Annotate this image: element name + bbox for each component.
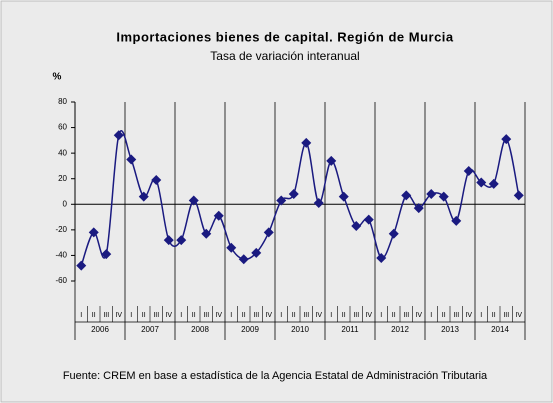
x-tick-label: II [242,312,246,319]
data-point [451,215,462,226]
data-point [426,189,437,200]
data-point [463,166,474,177]
data-point [388,228,399,239]
data-point [263,227,274,238]
data-point [251,247,262,258]
x-tick-label: I [430,312,432,319]
data-point [513,190,524,201]
x-tick-label: III [303,312,309,319]
x-tick-label: I [130,312,132,319]
x-tick-label: III [403,312,409,319]
data-point [163,235,174,246]
x-tick-label: II [292,312,296,319]
data-point [188,195,199,206]
x-tick-label: III [353,312,359,319]
y-tick-label: 20 [58,174,67,183]
x-tick-label: I [280,312,282,319]
chart-title: Importaciones bienes de capital. Región … [116,29,454,44]
x-tick-label: IV [165,312,172,319]
data-point [213,210,224,221]
x-tick-label: IV [265,312,272,319]
y-tick-label: -20 [55,225,67,234]
data-point [113,130,124,141]
data-point [413,203,424,214]
data-point [226,242,237,253]
x-tick-label: III [153,312,159,319]
x-tick-label: IV [465,312,472,319]
year-label: 2012 [391,325,409,334]
data-point [488,178,499,189]
year-label: 2009 [241,325,259,334]
data-point [151,174,162,185]
y-tick-label: 0 [63,199,68,208]
data-point [351,221,362,232]
data-point [101,249,112,260]
x-tick-label: IV [365,312,372,319]
data-point [301,137,312,148]
x-tick-label: IV [215,312,222,319]
year-label: 2006 [91,325,109,334]
x-tick-label: I [230,312,232,319]
x-tick-label: III [503,312,509,319]
year-label: 2007 [141,325,159,334]
data-point [476,177,487,188]
x-tick-label: II [142,312,146,319]
x-tick-label: II [342,312,346,319]
data-point [288,189,299,200]
x-tick-label: II [92,312,96,319]
year-label: 2011 [341,325,359,334]
x-tick-label: II [392,312,396,319]
x-tick-label: IV [515,312,522,319]
x-tick-label: I [480,312,482,319]
chart-subtitle: Tasa de variación interanual [210,49,359,63]
data-point [238,254,249,265]
x-tick-label: I [330,312,332,319]
data-point [276,195,287,206]
data-point [138,191,149,202]
y-tick-label: -60 [55,276,67,285]
x-tick-label: III [203,312,209,319]
y-axis-label: % [53,72,62,83]
x-tick-label: I [380,312,382,319]
x-tick-label: IV [415,312,422,319]
y-tick-label: -40 [55,251,67,260]
data-point [363,214,374,225]
data-point [126,154,137,165]
data-point [176,235,187,246]
data-point [76,260,87,271]
y-tick-label: 80 [58,97,67,106]
y-tick-label: 40 [58,148,67,157]
x-tick-label: II [442,312,446,319]
x-tick-label: I [80,312,82,319]
data-point [201,228,212,239]
data-point [438,191,449,202]
year-label: 2013 [441,325,459,334]
data-point [401,190,412,201]
x-tick-label: III [253,312,259,319]
x-tick-label: IV [315,312,322,319]
data-point [501,134,512,145]
data-point [376,252,387,263]
data-point [338,191,349,202]
data-point [326,155,337,166]
x-tick-label: III [103,312,109,319]
x-tick-label: I [180,312,182,319]
year-label: 2010 [291,325,309,334]
source-note: Fuente: CREM en base a estadística de la… [63,370,488,382]
year-label: 2014 [491,325,509,334]
y-tick-label: 60 [58,123,67,132]
x-tick-label: IV [115,312,122,319]
year-label: 2008 [191,325,209,334]
x-tick-label: II [492,312,496,319]
data-point [313,198,324,209]
data-point [88,227,99,238]
x-tick-label: III [453,312,459,319]
x-tick-label: II [192,312,196,319]
